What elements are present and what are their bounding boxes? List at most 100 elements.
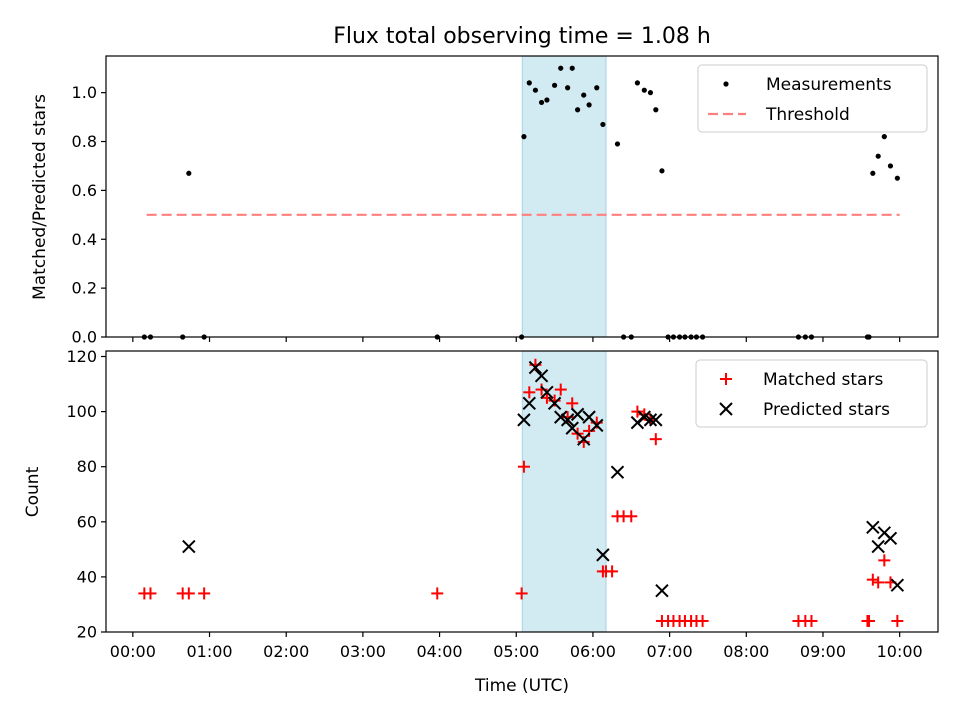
x-tick-label: 00:00 bbox=[110, 642, 156, 661]
predicted-star-point bbox=[643, 413, 658, 427]
y-tick-label: 120 bbox=[66, 347, 97, 366]
bottom-x-ticks: 00:00 01:00 02:00 03:00 04:00 05:00 06:00 07:00… bbox=[110, 632, 923, 661]
y-tick-label: 0.8 bbox=[72, 132, 97, 151]
predicted-star-d2 bbox=[871, 539, 885, 554]
predicted-star-d2 bbox=[890, 578, 905, 592]
matched-star-point bbox=[805, 614, 818, 627]
matched-star-point bbox=[878, 554, 891, 567]
x-tick-label: 08:00 bbox=[723, 642, 769, 661]
measurement-point bbox=[875, 153, 881, 159]
predicted-star-point bbox=[866, 520, 880, 535]
measurement-point bbox=[653, 107, 659, 113]
matched-star-point bbox=[606, 565, 619, 578]
predicted-star-point bbox=[547, 396, 562, 411]
matched-star-point bbox=[540, 391, 553, 404]
predicted-star-point bbox=[610, 465, 625, 479]
top-shaded-region bbox=[522, 56, 606, 337]
matched-star-point bbox=[198, 587, 211, 600]
legend-matched-label: Matched stars bbox=[763, 370, 883, 390]
measurement-point bbox=[634, 80, 641, 86]
measurement-point bbox=[647, 90, 654, 96]
legend-measurements-marker bbox=[723, 81, 729, 87]
measurement-point bbox=[526, 80, 532, 86]
matched-star-point bbox=[649, 433, 662, 446]
measurement-point bbox=[614, 141, 621, 147]
measurement-point bbox=[641, 87, 647, 93]
predicted-star-d2 bbox=[649, 413, 663, 427]
predicted-star-point bbox=[590, 418, 604, 433]
predicted-star-d2 bbox=[596, 548, 610, 562]
bottom-axes-frame bbox=[105, 350, 939, 633]
measurement-point bbox=[565, 85, 571, 91]
y-tick-label: 40 bbox=[77, 567, 97, 586]
predicted-star-d2 bbox=[182, 539, 196, 554]
predicted-star-d2 bbox=[528, 360, 543, 375]
x-axis-label: Time (UTC) bbox=[474, 676, 569, 696]
matched-star-point bbox=[515, 587, 528, 600]
predicted-star-point bbox=[522, 396, 536, 411]
predicted-star-point bbox=[528, 360, 543, 375]
predicted-star-point bbox=[182, 539, 196, 554]
y-tick-label: 20 bbox=[77, 623, 97, 642]
predicted-star-d2 bbox=[637, 410, 652, 424]
predicted-star-point bbox=[890, 578, 905, 592]
matched-star-point bbox=[891, 614, 904, 627]
predicted-star-point bbox=[560, 413, 575, 427]
y-tick-label: 0.2 bbox=[72, 279, 97, 298]
measurement-point bbox=[581, 92, 587, 98]
predicted-star-d2 bbox=[534, 369, 549, 383]
measurement-point bbox=[659, 168, 665, 174]
predicted-star-d2 bbox=[540, 385, 554, 400]
x-tick-label: 01:00 bbox=[186, 642, 232, 661]
bottom-shaded-region bbox=[522, 351, 606, 632]
measurement-point bbox=[551, 82, 558, 88]
measurement-point bbox=[569, 65, 575, 71]
top-panel: Flux total observing time = 1.08 h 0.00.… bbox=[30, 24, 939, 347]
y-tick-label: 100 bbox=[66, 402, 97, 421]
predicted-star-point bbox=[655, 583, 669, 598]
predicted-star-point bbox=[517, 413, 531, 427]
predicted-star-point bbox=[871, 539, 885, 554]
matched-star-point bbox=[182, 587, 195, 600]
y-tick-label: 0.6 bbox=[72, 181, 97, 200]
matched-star-point bbox=[866, 573, 879, 586]
matched-star-point bbox=[517, 460, 530, 473]
measurement-point bbox=[521, 134, 527, 140]
matched-star-point bbox=[144, 587, 157, 600]
legend-predicted-label: Predicted stars bbox=[763, 400, 890, 420]
top-x-ticks bbox=[132, 337, 901, 342]
predicted-stars-points bbox=[182, 360, 905, 598]
measurement-point bbox=[594, 85, 600, 91]
bottom-panel: 20 40 60 80 100 120 00:00 01:00 02:00 03:00 04:00… bbox=[23, 347, 939, 696]
x-tick-label: 02:00 bbox=[263, 642, 309, 661]
predicted-star-point bbox=[534, 369, 549, 383]
top-legend-box bbox=[697, 64, 928, 133]
measurement-point bbox=[887, 163, 894, 169]
matched-star-point bbox=[862, 614, 875, 627]
measurement-point bbox=[532, 87, 539, 93]
y-tick-label: 0.0 bbox=[72, 328, 97, 347]
matched-star-point bbox=[631, 405, 644, 418]
top-axes-frame bbox=[105, 55, 939, 338]
top-y-ticks: 0.0 0.2 0.4 0.6 0.8 1.0 bbox=[72, 83, 106, 347]
predicted-star-point bbox=[554, 410, 568, 424]
predicted-star-d2 bbox=[547, 396, 562, 411]
matched-star-point bbox=[872, 576, 885, 589]
predicted-star-point bbox=[570, 407, 585, 422]
matched-star-point bbox=[696, 614, 709, 627]
x-tick-label: 07:00 bbox=[647, 642, 693, 661]
y-tick-label: 0.4 bbox=[72, 230, 97, 249]
matched-star-point bbox=[523, 386, 536, 399]
predicted-star-d2 bbox=[554, 410, 568, 424]
legend-measurements-label: Measurements bbox=[766, 75, 892, 95]
x-tick-label: 04:00 bbox=[417, 642, 463, 661]
predicted-star-point bbox=[565, 421, 579, 435]
x-tick-label: 06:00 bbox=[570, 642, 616, 661]
matched-star-point bbox=[566, 397, 579, 410]
predicted-star-d2 bbox=[883, 531, 898, 546]
measurement-point bbox=[870, 170, 876, 176]
legend-predicted-marker bbox=[719, 402, 733, 416]
y-tick-label: 1.0 bbox=[72, 83, 97, 102]
x-tick-label: 03:00 bbox=[340, 642, 386, 661]
predicted-star-point bbox=[883, 531, 898, 546]
